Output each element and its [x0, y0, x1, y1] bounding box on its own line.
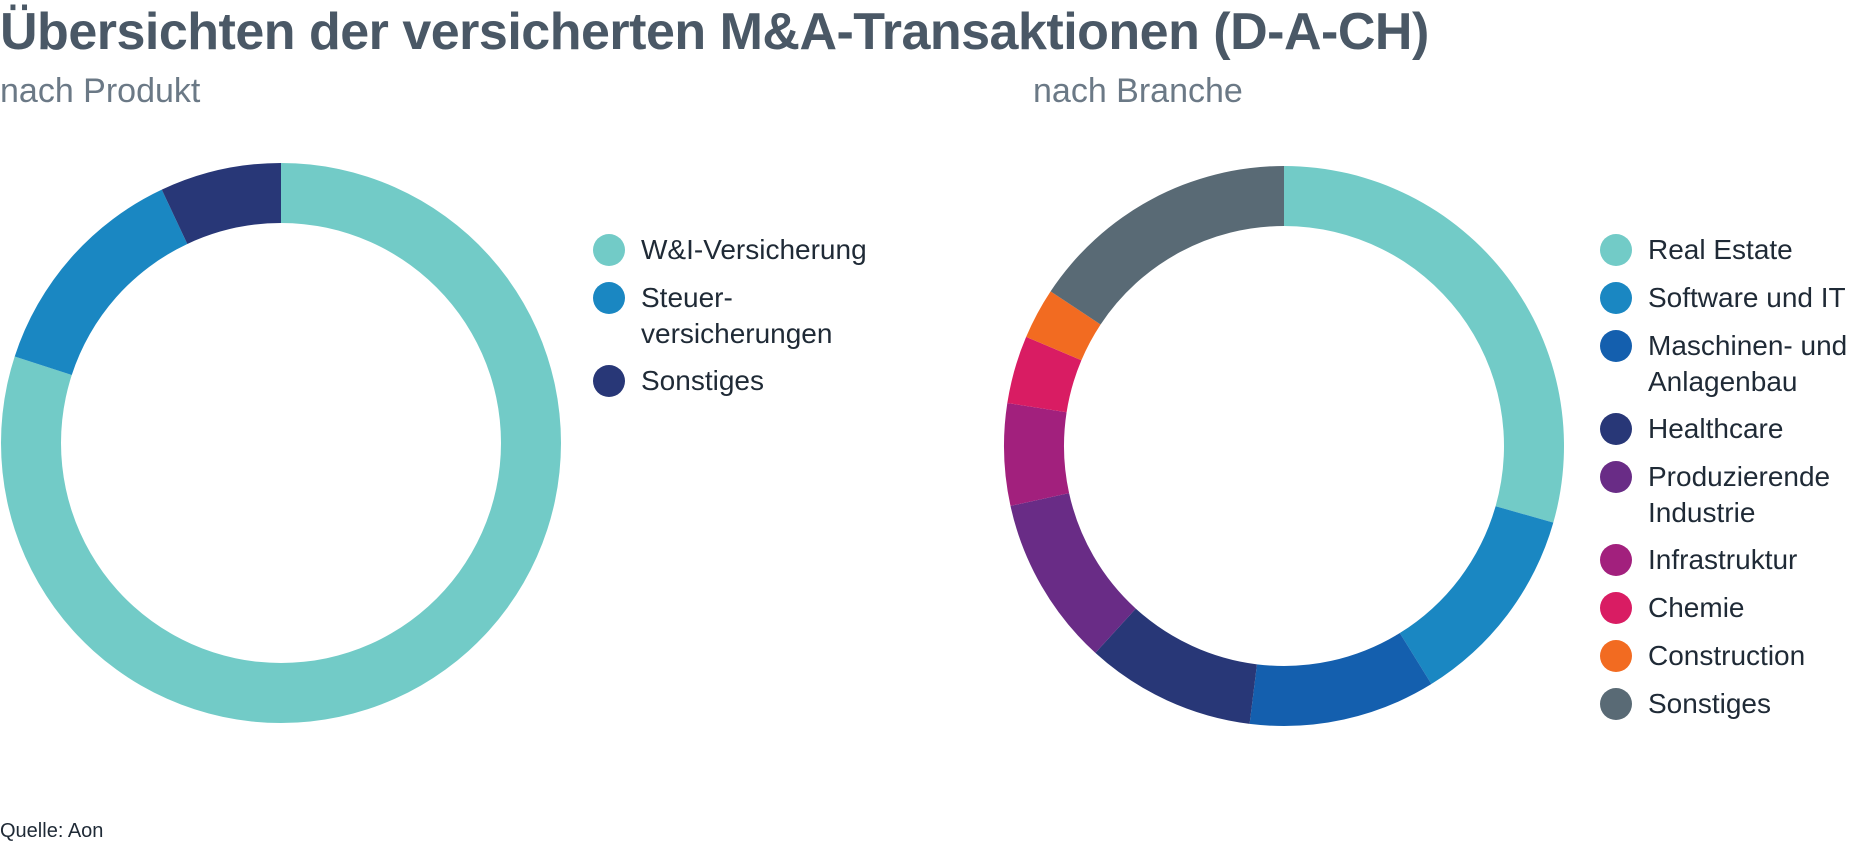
industry-legend-label: Sonstiges [1648, 688, 1771, 719]
industry-chart-subtitle: nach Branche [1033, 72, 1243, 110]
industry-legend-label: Healthcare [1648, 413, 1784, 444]
product-legend: W&I-Versicherung Steuer- versicherungen So… [593, 232, 923, 411]
industry-legend-swatch [1600, 330, 1632, 362]
industry-slice-1 [1399, 506, 1554, 685]
industry-legend-item: Healthcare [1600, 411, 1866, 447]
industry-legend-swatch [1600, 688, 1632, 720]
product-legend-label: Steuer- versicherungen [641, 282, 833, 349]
product-chart-subtitle: nach Produkt [0, 72, 201, 110]
industry-legend-swatch [1600, 592, 1632, 624]
product-legend-swatch [593, 282, 625, 314]
chart-title: Übersichten der versicherten M&A-Transak… [0, 3, 1429, 61]
product-legend-item: Sonstiges [593, 363, 923, 399]
industry-legend-label: Produzierende Industrie [1648, 461, 1831, 528]
product-legend-item: Steuer- versicherungen [593, 280, 923, 352]
industry-legend-item: Software und IT [1600, 280, 1866, 316]
product-slice-2 [161, 163, 281, 244]
industry-legend: Real Estate Software und IT Maschinen- und… [1600, 232, 1866, 734]
industry-donut-chart [1004, 166, 1564, 726]
product-legend-label: Sonstiges [641, 365, 764, 396]
industry-legend-item: Produzierende Industrie [1600, 459, 1866, 531]
industry-legend-item: Construction [1600, 638, 1866, 674]
industry-slice-8 [1050, 166, 1284, 325]
industry-slice-6 [1007, 336, 1082, 413]
product-legend-label: W&I-Versicherung [641, 234, 867, 265]
product-legend-item: W&I-Versicherung [593, 232, 923, 268]
product-slice-1 [14, 189, 188, 376]
product-legend-swatch [593, 365, 625, 397]
industry-legend-item: Infrastruktur [1600, 542, 1866, 578]
industry-slice-2 [1249, 633, 1432, 726]
industry-legend-swatch [1600, 544, 1632, 576]
industry-slice-0 [1284, 166, 1564, 523]
product-legend-swatch [593, 234, 625, 266]
source-note: Quelle: Aon [0, 820, 104, 842]
industry-legend-item: Sonstiges [1600, 686, 1866, 722]
industry-legend-label: Chemie [1648, 592, 1745, 623]
industry-legend-swatch [1600, 234, 1632, 266]
industry-legend-swatch [1600, 640, 1632, 672]
product-donut-chart [1, 163, 562, 723]
industry-legend-item: Real Estate [1600, 232, 1866, 268]
industry-legend-label: Real Estate [1648, 234, 1793, 265]
industry-legend-swatch [1600, 461, 1632, 493]
industry-legend-swatch [1600, 282, 1632, 314]
industry-slice-3 [1095, 608, 1257, 724]
industry-slice-4 [1010, 493, 1136, 653]
industry-legend-label: Infrastruktur [1648, 544, 1798, 575]
industry-legend-item: Maschinen- und Anlagenbau [1600, 328, 1866, 400]
industry-legend-label: Construction [1648, 640, 1806, 671]
industry-legend-swatch [1600, 413, 1632, 445]
industry-legend-label: Maschinen- und Anlagenbau [1648, 330, 1848, 397]
industry-slice-7 [1026, 291, 1101, 361]
industry-slice-5 [1004, 403, 1070, 506]
industry-legend-label: Software und IT [1648, 282, 1846, 313]
industry-legend-item: Chemie [1600, 590, 1866, 626]
